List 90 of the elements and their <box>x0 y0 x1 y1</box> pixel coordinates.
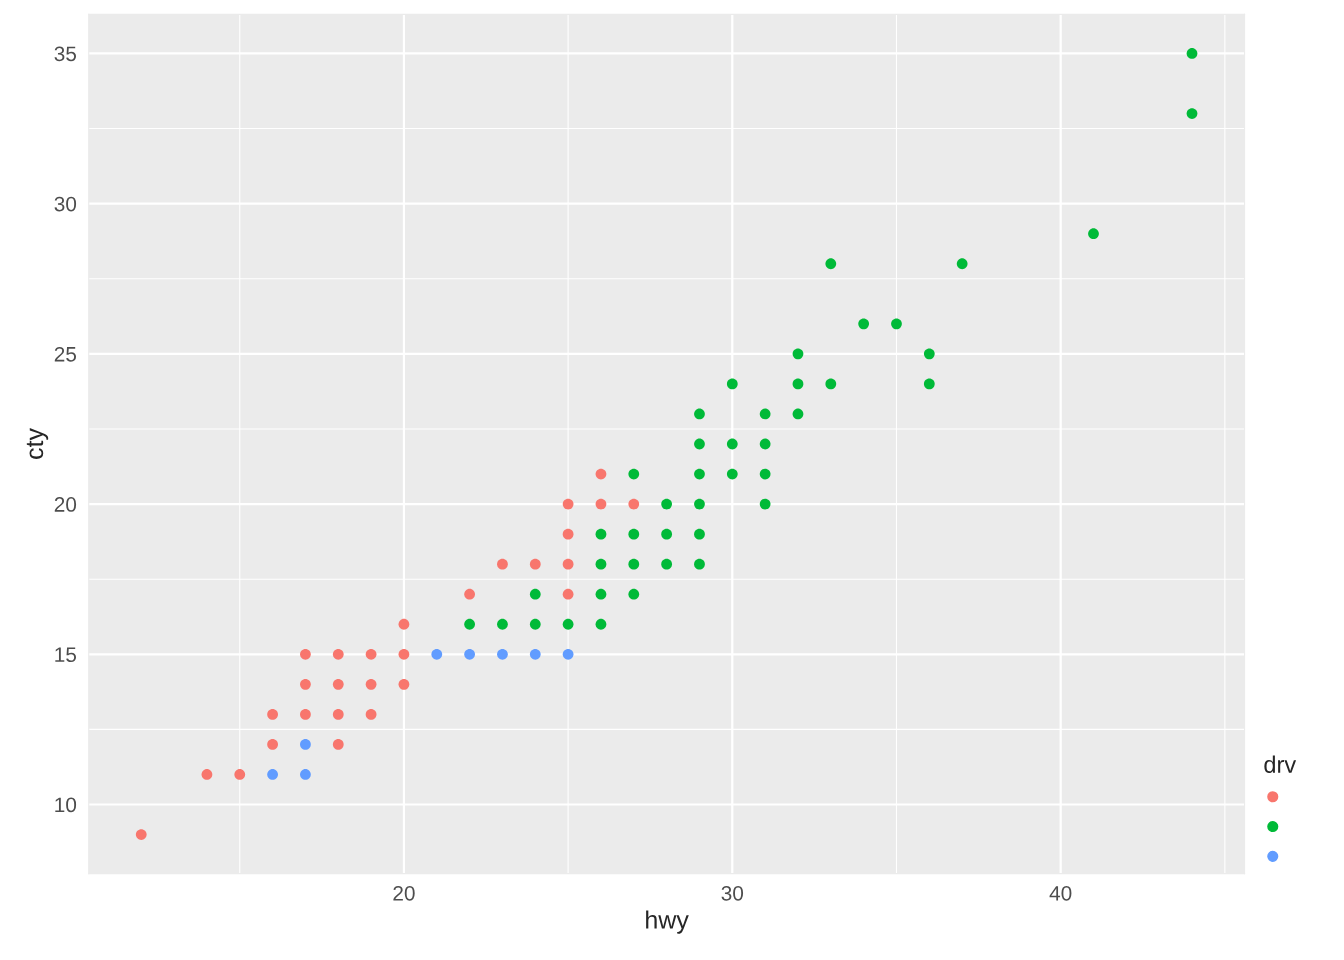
point <box>595 468 607 480</box>
point <box>628 468 640 480</box>
point <box>923 348 935 360</box>
point <box>562 558 574 570</box>
point <box>332 678 344 690</box>
legend-title: drv <box>1264 755 1297 773</box>
point <box>694 558 705 570</box>
point <box>529 648 541 660</box>
point <box>792 408 804 420</box>
point <box>365 648 377 660</box>
point <box>135 829 147 840</box>
point <box>595 588 607 600</box>
point <box>661 498 672 510</box>
y-axis-title: cty <box>26 428 49 459</box>
point <box>332 739 344 750</box>
point <box>628 558 640 570</box>
point <box>365 678 377 690</box>
point <box>497 618 508 630</box>
point <box>825 378 837 390</box>
point <box>726 468 738 480</box>
point <box>267 769 278 780</box>
y-tick-label: 20 <box>54 497 77 512</box>
point <box>562 648 574 660</box>
point <box>300 739 311 750</box>
y-tick-label: 10 <box>55 797 77 813</box>
point <box>332 648 344 660</box>
point <box>595 618 607 630</box>
x-tick-label: 40 <box>1049 885 1072 901</box>
point <box>661 558 672 570</box>
point <box>595 558 607 570</box>
x-axis-title: hwy <box>646 910 689 934</box>
point <box>464 588 475 600</box>
point <box>267 739 278 750</box>
point <box>300 648 311 660</box>
point <box>595 498 607 510</box>
point <box>562 528 574 540</box>
point <box>759 498 771 510</box>
point <box>267 709 278 720</box>
point <box>365 709 377 720</box>
point <box>628 588 640 600</box>
point <box>431 648 443 660</box>
point <box>300 678 311 690</box>
point <box>529 558 541 570</box>
point <box>694 498 705 510</box>
point <box>1186 108 1198 119</box>
point <box>595 528 607 540</box>
point <box>694 528 705 540</box>
point <box>726 378 738 390</box>
point <box>792 348 804 360</box>
point <box>858 318 870 330</box>
point <box>694 468 705 480</box>
point <box>398 618 410 630</box>
point <box>956 258 968 270</box>
point <box>792 378 804 390</box>
point <box>694 408 705 420</box>
y-tick-label: 25 <box>54 346 77 362</box>
y-tick-label: 15 <box>55 647 77 663</box>
point <box>628 498 640 510</box>
point <box>726 438 738 450</box>
point <box>529 618 541 630</box>
point <box>694 438 705 450</box>
point <box>562 618 574 630</box>
point <box>464 648 475 660</box>
point <box>759 468 771 480</box>
point <box>661 528 672 540</box>
point <box>1088 228 1099 240</box>
point <box>398 648 410 660</box>
x-tick-label: 20 <box>393 885 415 901</box>
y-tick-label: 35 <box>54 46 77 62</box>
point <box>201 769 213 780</box>
point <box>497 648 508 660</box>
point <box>825 258 837 270</box>
point <box>562 588 574 600</box>
point <box>759 438 771 450</box>
x-tick-label: 30 <box>721 885 744 901</box>
point <box>562 498 574 510</box>
point <box>497 558 508 570</box>
y-tick-label: 30 <box>54 196 77 212</box>
point <box>628 528 640 540</box>
point <box>300 709 311 720</box>
point <box>1186 48 1198 59</box>
point <box>332 709 344 720</box>
point <box>464 618 475 630</box>
point <box>300 769 311 780</box>
point <box>398 678 410 690</box>
point <box>759 408 771 420</box>
point <box>891 318 902 330</box>
point <box>234 769 246 780</box>
point <box>923 378 935 390</box>
point <box>529 588 541 600</box>
